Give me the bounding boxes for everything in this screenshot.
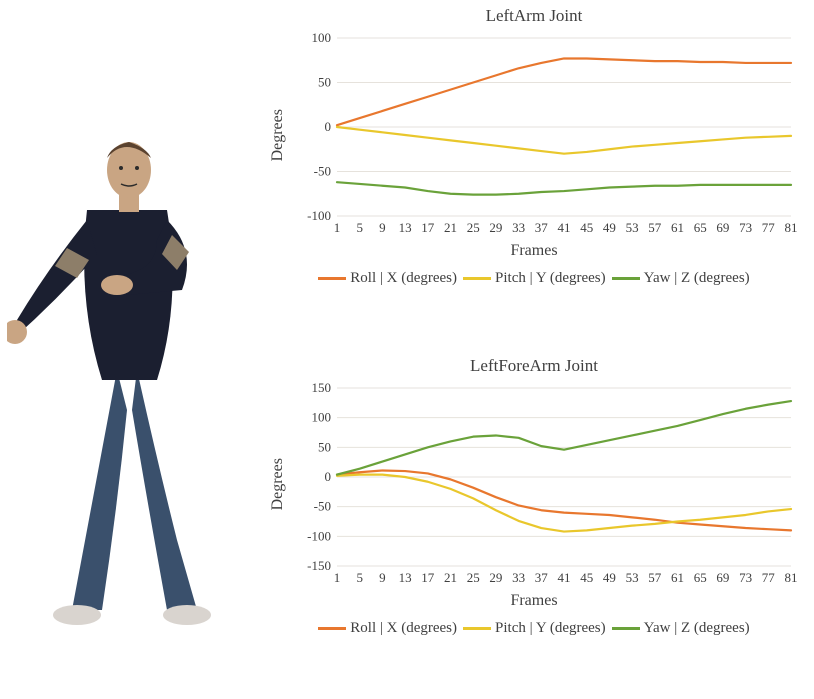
svg-text:45: 45 xyxy=(580,220,593,235)
svg-text:81: 81 xyxy=(785,220,798,235)
svg-text:53: 53 xyxy=(626,570,639,585)
svg-text:69: 69 xyxy=(716,570,729,585)
svg-text:-50: -50 xyxy=(314,498,331,513)
svg-text:61: 61 xyxy=(671,570,684,585)
svg-text:9: 9 xyxy=(379,570,386,585)
svg-text:65: 65 xyxy=(694,570,707,585)
svg-text:49: 49 xyxy=(603,570,616,585)
legend-yaw: Yaw | Z (degrees) xyxy=(612,270,750,287)
legend-label: Yaw | Z (degrees) xyxy=(644,270,750,287)
svg-text:53: 53 xyxy=(626,220,639,235)
charts-panel: LeftArm Joint Degrees -100-5005010015913… xyxy=(254,0,814,699)
svg-text:29: 29 xyxy=(489,220,502,235)
chart-title: LeftForeArm Joint xyxy=(470,356,598,376)
chart-block-leftarm: LeftArm Joint Degrees -100 -50 0 50 100 15 9 13… xyxy=(254,0,814,350)
svg-text:57: 57 xyxy=(648,570,662,585)
svg-text:57: 57 xyxy=(648,220,662,235)
svg-text:100: 100 xyxy=(312,409,332,424)
svg-text:50: 50 xyxy=(318,439,331,454)
svg-text:73: 73 xyxy=(739,220,752,235)
human-figure-svg xyxy=(7,70,247,630)
svg-text:0: 0 xyxy=(325,119,332,134)
svg-text:50: 50 xyxy=(318,75,331,90)
legend-label: Pitch | Y (degrees) xyxy=(495,620,606,637)
svg-text:33: 33 xyxy=(512,220,525,235)
chart-block-leftforearm: LeftForeArm Joint Degrees -150 -100 -50 0 50… xyxy=(254,350,814,699)
svg-text:45: 45 xyxy=(580,570,593,585)
legend-swatch-yaw xyxy=(612,277,640,280)
legend-label: Pitch | Y (degrees) xyxy=(495,270,606,287)
svg-text:25: 25 xyxy=(467,570,480,585)
svg-text:5: 5 xyxy=(356,570,363,585)
svg-text:17: 17 xyxy=(421,220,435,235)
legend-swatch-yaw xyxy=(612,627,640,630)
legend-pitch: Pitch | Y (degrees) xyxy=(463,270,606,287)
legend-swatch-roll xyxy=(318,627,346,630)
svg-text:81: 81 xyxy=(785,570,798,585)
svg-text:61: 61 xyxy=(671,220,684,235)
svg-text:65: 65 xyxy=(694,220,707,235)
legend-yaw: Yaw | Z (degrees) xyxy=(612,620,750,637)
svg-text:77: 77 xyxy=(762,220,776,235)
chart-svg-leftforearm: -150 -100 -50 0 50 100 150 15 9 13 17 21 25 29 33 37 41 4… xyxy=(289,380,799,590)
svg-text:1: 1 xyxy=(334,220,341,235)
svg-text:73: 73 xyxy=(739,570,752,585)
svg-text:41: 41 xyxy=(558,220,571,235)
svg-text:25: 25 xyxy=(467,220,480,235)
legend-swatch-pitch xyxy=(463,277,491,280)
legend-swatch-pitch xyxy=(463,627,491,630)
chart-svg-leftarm: -100 -50 0 50 100 15 9 13 17 21 25 29 33 37 41 45 49 53 57… xyxy=(289,30,799,240)
legend: Roll | X (degrees) Pitch | Y (degrees) Y… xyxy=(318,620,749,637)
svg-text:49: 49 xyxy=(603,220,616,235)
svg-text:37: 37 xyxy=(535,220,549,235)
legend: Roll | X (degrees) Pitch | Y (degrees) Y… xyxy=(318,270,749,287)
svg-text:33: 33 xyxy=(512,570,525,585)
svg-text:21: 21 xyxy=(444,220,457,235)
legend-label: Roll | X (degrees) xyxy=(350,620,457,637)
chart-wrap: Degrees -150 -100 -50 0 50 100 150 15 9 13 17 21 25 2… xyxy=(269,380,799,590)
svg-text:9: 9 xyxy=(379,220,386,235)
svg-text:150: 150 xyxy=(312,380,332,395)
svg-text:-100: -100 xyxy=(307,528,331,543)
chart-title: LeftArm Joint xyxy=(486,6,583,26)
legend-label: Roll | X (degrees) xyxy=(350,270,457,287)
svg-text:69: 69 xyxy=(716,220,729,235)
svg-text:17: 17 xyxy=(421,570,435,585)
legend-pitch: Pitch | Y (degrees) xyxy=(463,620,606,637)
svg-text:-150: -150 xyxy=(307,558,331,573)
x-axis-label: Frames xyxy=(510,242,557,260)
svg-text:77: 77 xyxy=(762,570,776,585)
svg-text:100: 100 xyxy=(312,30,332,45)
x-axis-label: Frames xyxy=(510,592,557,610)
svg-text:13: 13 xyxy=(399,570,412,585)
svg-text:-100: -100 xyxy=(307,208,331,223)
svg-text:29: 29 xyxy=(489,570,502,585)
legend-roll: Roll | X (degrees) xyxy=(318,620,457,637)
svg-text:21: 21 xyxy=(444,570,457,585)
chart-wrap: Degrees -100 -50 0 50 100 15 9 13 17 21 25 29 33 37 41… xyxy=(269,30,799,240)
legend-roll: Roll | X (degrees) xyxy=(318,270,457,287)
legend-swatch-roll xyxy=(318,277,346,280)
y-axis-label: Degrees xyxy=(269,458,287,510)
svg-text:-50: -50 xyxy=(314,164,331,179)
svg-text:37: 37 xyxy=(535,570,549,585)
svg-text:5: 5 xyxy=(356,220,363,235)
svg-text:41: 41 xyxy=(558,570,571,585)
svg-text:13: 13 xyxy=(399,220,412,235)
y-axis-label: Degrees xyxy=(269,109,287,161)
svg-text:1: 1 xyxy=(334,570,341,585)
figure-panel xyxy=(0,0,254,699)
legend-label: Yaw | Z (degrees) xyxy=(644,620,750,637)
svg-text:0: 0 xyxy=(325,469,332,484)
